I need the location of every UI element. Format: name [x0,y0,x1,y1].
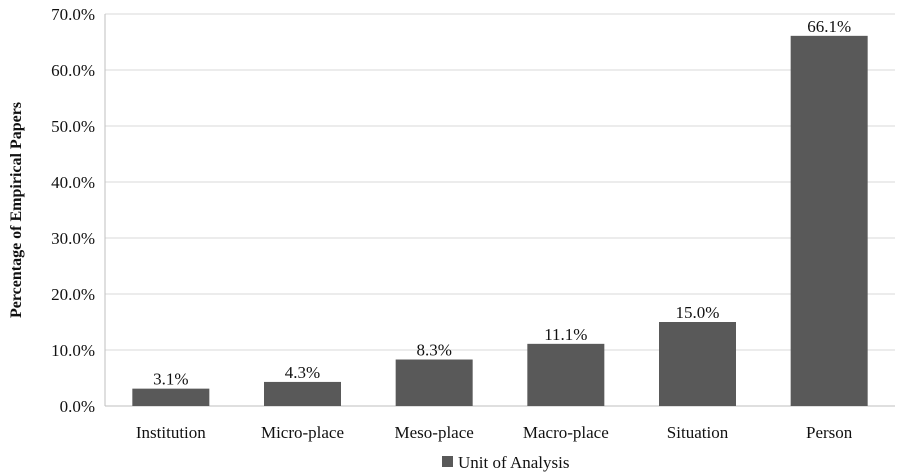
x-tick-label: Institution [136,423,206,442]
bar [527,343,605,406]
gridlines [104,13,895,407]
data-label: 11.1% [544,325,587,344]
bar [395,359,473,406]
data-label: 8.3% [416,341,451,360]
x-axis-ticks: Institution Micro-place Meso-place Macro-pl… [136,423,853,442]
y-axis-ticks: 0.0% 10.0% 20.0% 30.0% 40.0% 50.0% 60.0% 70.0% [51,5,95,416]
x-tick-label: Situation [667,423,729,442]
data-labels: 3.1% 4.3% 8.3% 11.1% 15.0% 66.1% [153,17,851,389]
bar [132,388,210,406]
legend-swatch [442,456,453,467]
legend-label: Unit of Analysis [458,453,569,472]
x-tick-label: Person [806,423,853,442]
x-tick-label: Macro-place [523,423,609,442]
data-label: 4.3% [285,363,320,382]
data-label: 3.1% [153,370,188,389]
y-tick-label: 40.0% [51,173,95,192]
y-tick-label: 70.0% [51,5,95,24]
y-tick-label: 10.0% [51,341,95,360]
x-tick-label: Meso-place [395,423,474,442]
y-tick-label: 30.0% [51,229,95,248]
bar [790,35,868,407]
data-label: 66.1% [807,17,851,36]
y-tick-label: 50.0% [51,117,95,136]
y-tick-label: 0.0% [60,397,95,416]
y-axis-title: Percentage of Empirical Papers [8,102,25,318]
bars [132,35,868,407]
x-tick-label: Micro-place [261,423,344,442]
bar [659,322,736,406]
data-label: 15.0% [676,303,720,322]
y-tick-label: 20.0% [51,285,95,304]
y-tick-label: 60.0% [51,61,95,80]
legend: Unit of Analysis [442,453,569,472]
bar [264,381,341,406]
